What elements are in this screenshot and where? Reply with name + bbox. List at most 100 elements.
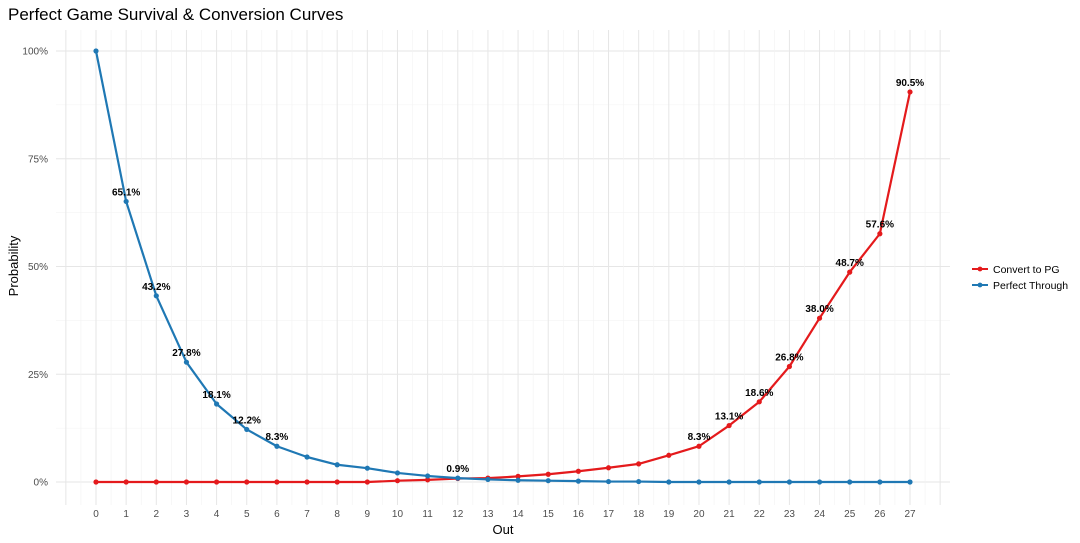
data-point — [244, 479, 250, 485]
x-tick-label: 23 — [784, 509, 796, 520]
data-label: 43.2% — [142, 282, 170, 293]
y-tick-label: 100% — [22, 47, 48, 58]
x-axis-label: Out — [493, 522, 514, 537]
data-label: 48.7% — [836, 258, 864, 269]
data-point — [636, 478, 642, 485]
x-tick-label: 19 — [663, 509, 675, 520]
series-line-perfect-through — [94, 50, 910, 484]
x-tick-label: 9 — [365, 509, 371, 520]
x-tick-label: 22 — [754, 509, 766, 520]
data-point — [575, 468, 581, 474]
x-tick-label: 4 — [214, 509, 220, 520]
x-tick-label: 8 — [334, 509, 340, 520]
data-point — [575, 478, 581, 484]
data-point — [274, 479, 280, 485]
legend-label: Perfect Through — [993, 280, 1068, 292]
data-point — [726, 479, 732, 485]
data-label: 18.6% — [745, 388, 773, 399]
data-point — [696, 479, 702, 485]
y-axis-label: Probability — [6, 235, 21, 296]
data-point — [213, 479, 220, 485]
x-tick-label: 12 — [452, 509, 464, 520]
x-tick-label: 20 — [693, 509, 705, 520]
data-point — [364, 479, 370, 485]
x-tick-label: 16 — [573, 509, 585, 520]
data-point — [816, 479, 823, 485]
data-point — [364, 465, 370, 471]
x-tick-label: 14 — [513, 509, 525, 520]
data-point — [394, 470, 401, 476]
series-line-convert-to-pg — [96, 91, 912, 484]
data-point — [304, 454, 310, 460]
x-tick-label: 18 — [633, 509, 645, 520]
data-label: 26.8% — [775, 352, 803, 363]
grid — [56, 30, 950, 505]
x-tick-label: 15 — [543, 509, 555, 520]
data-point — [425, 477, 431, 483]
data-point — [786, 479, 793, 485]
data-point — [545, 471, 551, 477]
x-tick-label: 2 — [154, 509, 160, 520]
data-point — [877, 231, 883, 237]
x-tick-label: 10 — [392, 509, 404, 520]
y-tick-label: 50% — [28, 262, 48, 273]
data-point — [153, 479, 159, 485]
data-point — [153, 293, 159, 299]
legend: Convert to PG Perfect Through — [972, 264, 1068, 292]
data-point — [485, 476, 491, 483]
data-point — [334, 479, 340, 485]
x-tick-label: 1 — [123, 509, 129, 520]
data-label: 8.3% — [265, 432, 288, 443]
data-label: 65.1% — [112, 187, 140, 198]
data-point — [666, 452, 672, 458]
data-label: 0.9% — [446, 464, 469, 475]
data-label: 13.1% — [715, 412, 743, 423]
data-point — [756, 479, 762, 485]
data-label: 27.8% — [172, 348, 200, 359]
data-point — [847, 269, 853, 275]
data-point — [877, 479, 883, 485]
x-tick-label: 26 — [874, 509, 886, 520]
data-labels: 8.3% 13.1% 18.6% 26.8% 38.0% 48.7% 57.6% 90.5% 6… — [112, 78, 924, 475]
data-point — [907, 89, 913, 95]
y-tick-label: 25% — [28, 370, 48, 381]
data-point — [425, 473, 431, 479]
y-ticks: 0% 25% 50% 75% 100% — [22, 47, 48, 489]
x-tick-label: 7 — [304, 509, 310, 520]
data-point — [816, 315, 823, 321]
x-tick-label: 24 — [814, 509, 826, 520]
data-point — [93, 479, 99, 485]
data-label: 12.2% — [233, 415, 261, 426]
x-tick-label: 17 — [603, 509, 615, 520]
data-point — [545, 478, 551, 484]
x-tick-label: 0 — [93, 509, 99, 520]
chart-title: Perfect Game Survival & Conversion Curve… — [8, 5, 343, 24]
y-tick-label: 0% — [34, 478, 49, 489]
data-point — [183, 359, 190, 365]
data-point — [907, 479, 913, 485]
legend-label: Convert to PG — [993, 264, 1060, 276]
data-point — [515, 477, 521, 483]
x-tick-label: 6 — [274, 509, 280, 520]
data-point — [696, 443, 702, 449]
x-tick-label: 25 — [844, 509, 856, 520]
data-point — [455, 475, 461, 481]
data-label: 8.3% — [688, 432, 711, 443]
data-point — [847, 479, 853, 485]
data-point — [726, 422, 732, 429]
x-tick-label: 13 — [482, 509, 494, 520]
y-tick-label: 75% — [28, 154, 48, 165]
data-point — [756, 399, 762, 405]
series — [93, 48, 913, 485]
data-point — [605, 465, 612, 471]
data-point — [183, 479, 190, 485]
data-label: 57.6% — [866, 220, 894, 231]
data-point — [123, 198, 129, 205]
data-point — [244, 426, 250, 433]
x-ticks: 0 1 2 3 4 5 6 7 8 9 10 11 12 13 14 15 16 17 18 19 20 21 22 23 24… — [93, 509, 916, 520]
data-label: 18.1% — [202, 390, 230, 401]
data-point — [515, 473, 521, 479]
data-point — [666, 479, 672, 485]
data-label: 38.0% — [805, 304, 833, 315]
